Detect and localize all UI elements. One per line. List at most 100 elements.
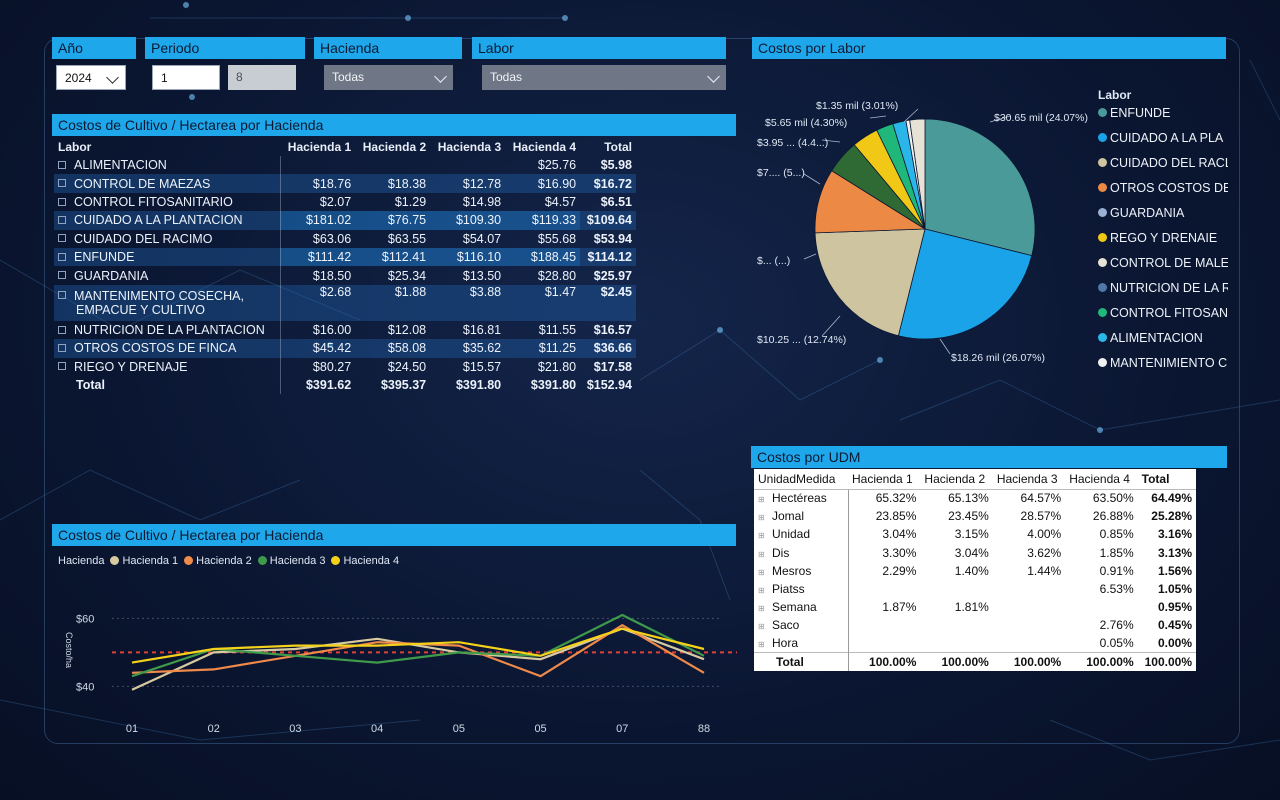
matrix-col-h3[interactable]: Hacienda 3 (437, 140, 502, 154)
udm-cell-h1: 3.30% (882, 545, 917, 560)
expand-icon[interactable] (58, 271, 66, 280)
udm-cell-h3: 28.57% (1020, 509, 1062, 524)
expand-icon[interactable] (58, 197, 66, 206)
expand-icon[interactable]: ⊞ (758, 549, 765, 559)
udm-col-h1[interactable]: Hacienda 1 (848, 469, 921, 490)
expand-icon[interactable] (58, 252, 66, 261)
total-row: Total $391.62 $395.37 $391.80 $391.80 $152.94 (54, 375, 636, 395)
expand-icon[interactable]: ⊞ (758, 622, 765, 632)
expand-icon[interactable] (58, 291, 66, 300)
table-row[interactable]: ⊞ Dis 3.30% 3.04% 3.62% 1.85% 3.13% (754, 543, 1196, 562)
pie-legend-item[interactable]: NUTRICION DE LA R (1098, 281, 1228, 295)
chevron-down-icon (434, 70, 447, 83)
table-row[interactable]: CONTROL DE MAEZAS $18.76 $18.38 $12.78 $16.9… (54, 174, 636, 193)
expand-icon[interactable]: ⊞ (758, 531, 765, 541)
expand-icon[interactable] (58, 216, 66, 225)
table-row[interactable]: ENFUNDE $111.42 $112.41 $116.10 $188.45 $114.… (54, 247, 636, 267)
pie-legend-item[interactable]: CONTROL FITOSANE (1098, 306, 1228, 320)
expand-icon[interactable]: ⊞ (758, 640, 765, 650)
pie-legend-item[interactable]: GUARDANIA (1098, 206, 1228, 220)
cell-h2: $76.75 (355, 211, 431, 230)
legend-dot-icon (1098, 283, 1107, 293)
udm-row-label: Piatss (772, 582, 805, 597)
udm-row-label: Dis (772, 545, 790, 560)
udm-col-total[interactable]: Total (1137, 469, 1196, 490)
pie-slice[interactable] (814, 228, 926, 337)
period-from-input[interactable]: 1 (152, 65, 220, 90)
expand-icon[interactable]: ⊞ (758, 567, 765, 577)
line-legend-label[interactable]: Hacienda 3 (269, 555, 326, 567)
udm-col-h2[interactable]: Hacienda 2 (920, 469, 993, 490)
udm-col-unit[interactable]: UnidadMedida (754, 469, 848, 490)
table-row[interactable]: ⊞ Saco 2.76% 0.45% (754, 616, 1196, 635)
pie-legend-item[interactable]: OTROS COSTOS DE (1098, 181, 1228, 195)
table-row[interactable]: CUIDADO DEL RACIMO $63.06 $63.55 $54.07 $55.… (54, 229, 636, 248)
table-row[interactable]: ⊞ Hectéreas 65.32% 65.13% 64.57% 63.50% 64.49% (754, 489, 1196, 508)
hacienda-dropdown[interactable]: Todas (324, 65, 453, 90)
expand-icon[interactable]: ⊞ (758, 495, 765, 505)
expand-icon[interactable] (58, 325, 66, 334)
line-legend-label[interactable]: Hacienda 1 (122, 555, 179, 567)
udm-col-h4[interactable]: Hacienda 4 (1065, 469, 1138, 490)
cell-h3 (430, 156, 505, 174)
table-row[interactable]: ⊞ Semana 1.87% 1.81% 0.95% (754, 598, 1196, 617)
line-legend-label[interactable]: Hacienda 2 (196, 555, 252, 567)
pie-legend-item[interactable]: REGO Y DRENAIE (1098, 231, 1228, 245)
expand-icon[interactable] (58, 234, 66, 243)
labor-dropdown[interactable]: Todas (482, 65, 726, 90)
udm-table: UnidadMedida Hacienda 1 Hacienda 2 Hacie… (754, 469, 1196, 671)
matrix-col-h4[interactable]: Hacienda 4 (512, 140, 577, 154)
cell-h3: $14.98 (462, 194, 502, 209)
expand-icon[interactable] (58, 160, 66, 169)
expand-icon[interactable] (58, 344, 66, 353)
expand-icon[interactable] (58, 179, 66, 188)
matrix-col-h2[interactable]: Hacienda 2 (362, 140, 427, 154)
expand-icon[interactable]: ⊞ (758, 604, 765, 614)
series-line-1[interactable] (131, 627, 705, 691)
matrix-col-labor[interactable]: Labor (58, 140, 92, 154)
table-row[interactable]: OTROS COSTOS DE FINCA $45.42 $58.08 $35.62 $… (54, 339, 636, 358)
pie-legend-item[interactable]: MANTENIMIENTO C (1098, 356, 1228, 370)
series-line-2[interactable] (131, 623, 705, 678)
year-dropdown[interactable]: 2024 (56, 65, 126, 90)
period-to-input[interactable]: 8 (228, 65, 296, 90)
pie-legend-item[interactable]: CUIDADO A LA PLA (1098, 131, 1228, 145)
pie-slice[interactable] (924, 118, 1036, 257)
pie-legend-label: CONTROL FITOSANE (1110, 306, 1228, 320)
expand-icon[interactable] (58, 362, 66, 371)
expand-icon[interactable]: ⊞ (758, 513, 765, 523)
matrix-col-total[interactable]: Total (604, 140, 632, 154)
table-row[interactable]: GUARDANIA $18.50 $25.34 $13.50 $28.80 $25.97 (54, 266, 636, 285)
pie-legend-item[interactable]: CUIDADO DEL RACL (1098, 156, 1228, 170)
udm-cell-total: 1.05% (1157, 582, 1192, 597)
udm-cell-h4: 0.85% (1099, 527, 1134, 542)
udm-cell-h2 (920, 616, 992, 634)
pie-legend-item[interactable]: ENFUNDE (1098, 106, 1228, 120)
row-label-text: CUIDADO A LA PLANTACION (74, 213, 243, 228)
cell-h2: $18.38 (355, 174, 431, 193)
y-tick-label: $60 (76, 613, 94, 625)
pie-slice[interactable] (897, 228, 1033, 340)
udm-cell-h4: 0.05% (1099, 636, 1134, 651)
series-line-4[interactable] (131, 627, 705, 664)
series-line-3[interactable] (131, 613, 705, 678)
expand-icon[interactable]: ⊞ (758, 586, 765, 596)
table-row[interactable]: ⊞ Mesros 2.29% 1.40% 1.44% 0.91% 1.56% (754, 561, 1196, 580)
udm-col-h3[interactable]: Hacienda 3 (992, 469, 1066, 490)
matrix-col-h1[interactable]: Hacienda 1 (287, 140, 352, 154)
table-row[interactable]: ⊞ Unidad 3.04% 3.15% 4.00% 0.85% 3.16% (754, 525, 1196, 544)
table-row[interactable]: MANTENIMENTO COSECHA, EMPACUE Y CULTIVO $2… (54, 284, 636, 321)
table-row[interactable]: ⊞ Hora 0.05% 0.00% (754, 634, 1196, 653)
udm-total-h3: 100.00% (992, 652, 1066, 671)
pie-slice[interactable] (909, 118, 926, 230)
table-row[interactable]: NUTRICION DE LA PLANTACION $16.00 $12.08 $1… (54, 320, 636, 340)
line-legend-label[interactable]: Hacienda 4 (343, 555, 400, 567)
table-row[interactable]: RIEGO Y DRENAJE $80.27 $24.50 $15.57 $21.80 $… (54, 357, 636, 376)
table-row[interactable]: ⊞ Jomal 23.85% 23.45% 28.57% 26.88% 25.28% (754, 507, 1196, 526)
table-row[interactable]: CONTROL FITOSANITARIO $2.07 $1.29 $14.98 $4.… (54, 192, 636, 212)
pie-legend-item[interactable]: ALIMENTACION (1098, 331, 1228, 345)
table-row[interactable]: ⊞ Piatss 6.53% 1.05% (754, 579, 1196, 599)
table-row[interactable]: CUIDADO A LA PLANTACION $181.02 $76.75 $109… (54, 211, 636, 230)
pie-legend-item[interactable]: CONTROL DE MALE (1098, 256, 1228, 270)
table-row[interactable]: ALIMENTACION $25.76 $5.98 (54, 156, 636, 175)
